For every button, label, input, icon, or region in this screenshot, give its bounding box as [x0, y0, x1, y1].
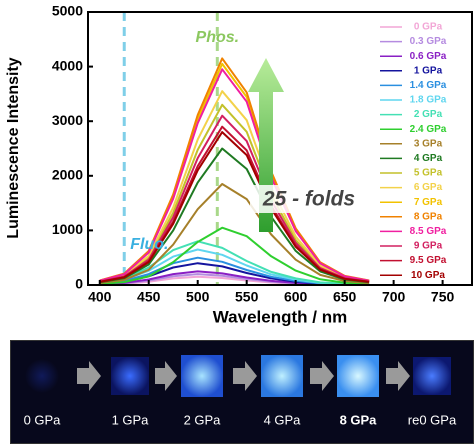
y-tick-label: 5000 [52, 3, 83, 19]
legend-label: 2.4 GPa [410, 124, 447, 135]
legend-label: 1.8 GPa [410, 95, 447, 106]
sample-photo [25, 359, 59, 393]
annotation: Fluo. [130, 236, 168, 253]
legend-label: 3 GPa [414, 138, 443, 149]
photo-label: 8 GPa [340, 412, 378, 427]
arrows [77, 361, 410, 391]
y-tick-label: 2000 [52, 167, 83, 183]
photo-label: 2 GPa [184, 412, 222, 427]
spectrum-line [99, 183, 370, 284]
photo-label: 1 GPa [112, 412, 150, 427]
legend-label: 0.3 GPa [410, 36, 447, 47]
x-tick-label: 600 [284, 289, 308, 305]
sample-photo [337, 355, 379, 397]
spectrum-line [99, 131, 370, 283]
x-tick-label: 450 [137, 289, 161, 305]
legend-label: 5 GPa [414, 168, 443, 179]
x-tick-label: 700 [382, 289, 406, 305]
spectrum-line [99, 226, 370, 285]
annotation: 25 - folds [262, 188, 355, 211]
legend-label: 10 GPa [411, 270, 445, 281]
photo-label: 4 GPa [264, 412, 302, 427]
x-tick-label: 550 [235, 289, 259, 305]
y-tick-label: 1000 [52, 221, 83, 237]
legend-label: 9.5 GPa [410, 255, 447, 266]
x-axis-title: Wavelength / nm [213, 307, 347, 326]
y-axis-title: Luminescence Intensity [5, 57, 22, 238]
legend-label: 8 GPa [414, 211, 443, 222]
annotation: Phos. [196, 29, 240, 46]
legend-label: 1.4 GPa [410, 80, 447, 91]
sample-photo [181, 355, 223, 397]
growth-arrow [248, 58, 284, 232]
sample-photo [261, 355, 303, 397]
x-tick-label: 750 [431, 289, 455, 305]
chart: Luminescence Intensity Wavelength / nm F… [5, 3, 473, 326]
y-tick-label: 3000 [52, 112, 83, 128]
x-tick-label: 500 [186, 289, 210, 305]
annotation-bg [250, 185, 368, 213]
y-tick-label: 0 [75, 276, 83, 292]
sample-photo [111, 357, 149, 395]
spectrum-line [99, 240, 370, 286]
photo-strip: 0 GPa 1 GPa 2 GPa 4 GPa 8 GPa re0 GPa [24, 355, 457, 427]
legend-label: 4 GPa [414, 153, 443, 164]
x-tick-label: 400 [88, 289, 112, 305]
spectrum-line [99, 90, 370, 283]
legend-label: 1 GPa [414, 65, 443, 76]
legend-label: 2 GPa [414, 109, 443, 120]
legend-label: 0 GPa [414, 22, 443, 33]
legend-label: 6 GPa [414, 182, 443, 193]
sample-photo [413, 357, 451, 395]
plot-frame [87, 11, 473, 286]
y-tick-label: 4000 [52, 57, 83, 73]
spectrum-line [99, 68, 370, 282]
x-tick-label: 650 [333, 289, 357, 305]
legend-label: 9 GPa [414, 241, 443, 252]
legend-label: 0.6 GPa [410, 51, 447, 62]
legend-label: 8.5 GPa [410, 226, 447, 237]
photo-label: re0 GPa [408, 412, 457, 427]
legend-label: 7 GPa [414, 197, 443, 208]
photo-label: 0 GPa [24, 412, 62, 427]
spectrum-line [99, 147, 370, 284]
photo-panel: 0 GPa 1 GPa 2 GPa 4 GPa 8 GPa re0 GPa [10, 340, 474, 444]
